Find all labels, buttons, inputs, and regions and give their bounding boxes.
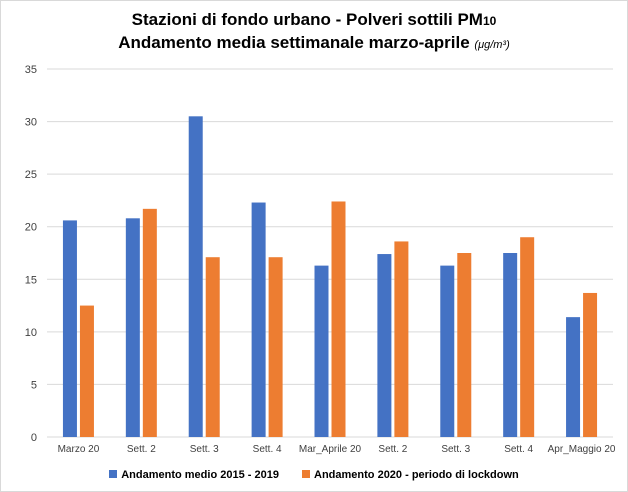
y-tick-label: 35 xyxy=(25,64,37,76)
x-tick-label: Sett. 4 xyxy=(504,444,533,455)
bar-series-2 xyxy=(457,253,472,437)
legend-item-series-1: Andamento medio 2015 - 2019 xyxy=(109,469,279,481)
title-subscript: 10 xyxy=(482,14,497,28)
title-line-1: Stazioni di fondo urbano - Polveri sotti… xyxy=(131,10,483,29)
bar-series-2 xyxy=(394,241,409,437)
bar-series-2 xyxy=(142,208,157,437)
bar-series-1 xyxy=(377,254,392,437)
legend: Andamento medio 2015 - 2019 Andamento 20… xyxy=(1,469,627,481)
x-tick-label: Sett. 2 xyxy=(378,444,407,455)
chart-title: Stazioni di fondo urbano - Polveri sotti… xyxy=(1,9,627,56)
x-tick-label: Mar_Aprile 20 xyxy=(299,444,362,455)
title-line-2: Andamento media settimanale marzo-aprile xyxy=(118,33,470,52)
x-tick-label: Marzo 20 xyxy=(58,444,100,455)
y-tick-label: 5 xyxy=(31,379,37,391)
legend-label-series-1: Andamento medio 2015 - 2019 xyxy=(121,469,279,481)
legend-item-series-2: Andamento 2020 - periodo di lockdown xyxy=(302,469,519,481)
y-tick-label: 0 xyxy=(31,432,37,444)
y-tick-label: 15 xyxy=(25,274,37,286)
bar-series-2 xyxy=(331,201,346,437)
y-tick-label: 10 xyxy=(25,327,37,339)
title-unit: (μg/m³) xyxy=(474,39,510,51)
bar-series-1 xyxy=(125,218,140,437)
x-tick-label: Sett. 3 xyxy=(190,444,219,455)
y-tick-label: 20 xyxy=(25,222,37,234)
x-tick-label: Apr_Maggio 20 xyxy=(548,444,616,455)
bar-series-1 xyxy=(188,116,203,438)
bar-series-2 xyxy=(79,305,94,437)
legend-swatch-series-1 xyxy=(109,470,118,478)
bar-series-1 xyxy=(314,265,329,437)
bar-series-2 xyxy=(205,257,220,437)
x-tick-label: Sett. 2 xyxy=(127,444,156,455)
bar-series-1 xyxy=(503,253,518,437)
legend-swatch-series-2 xyxy=(302,470,311,478)
bar-series-1 xyxy=(440,265,455,437)
legend-label-series-2: Andamento 2020 - periodo di lockdown xyxy=(314,469,519,481)
bar-series-2 xyxy=(268,257,283,437)
x-tick-label: Sett. 3 xyxy=(441,444,470,455)
y-tick-label: 25 xyxy=(25,169,37,181)
bar-series-2 xyxy=(520,237,535,437)
bar-series-1 xyxy=(251,202,266,437)
y-tick-label: 30 xyxy=(25,117,37,129)
bar-series-1 xyxy=(566,317,581,437)
bar-series-1 xyxy=(62,220,77,437)
bar-series-2 xyxy=(583,292,598,437)
x-tick-label: Sett. 4 xyxy=(253,444,282,455)
